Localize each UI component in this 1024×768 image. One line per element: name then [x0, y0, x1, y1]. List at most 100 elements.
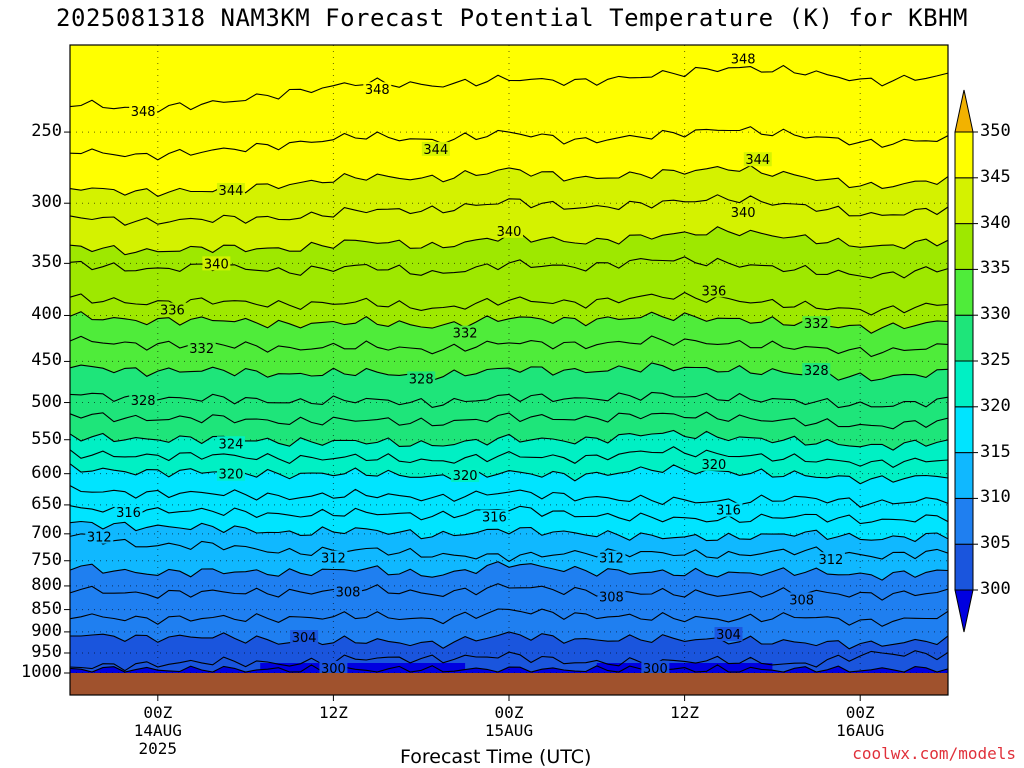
isentrope-334: [69, 311, 949, 334]
isentrope-label: 332: [189, 342, 214, 357]
isentrope-label: 304: [716, 628, 741, 643]
colorbar-swatch-300: [954, 543, 974, 591]
isentrope-label-bg: [597, 550, 626, 565]
colorbar-label: 335: [980, 258, 1011, 279]
y-tick-label: 800: [31, 574, 62, 595]
isentrope-label: 316: [716, 504, 741, 519]
filled-band-300-a: [260, 663, 466, 673]
x-axis-title: Forecast Time (UTC): [400, 746, 592, 768]
ground-strip: [70, 673, 948, 695]
isentrope-label: 324: [219, 437, 244, 452]
x-tick-label: 15AUG: [484, 721, 534, 740]
colorbar-swatch-310: [954, 452, 974, 499]
isentrope-label-bg: [714, 627, 743, 642]
isentrope-label-bg: [743, 152, 772, 167]
isentrope-label-bg: [334, 584, 363, 599]
isentrope-326: [69, 411, 949, 430]
x-tick-label: 2025: [138, 739, 178, 758]
x-tick-label: 14AUG: [133, 721, 182, 740]
isentrope-label: 316: [116, 506, 141, 521]
isentrope-label-bg: [597, 589, 626, 604]
colorbar-swatch-340: [954, 177, 974, 225]
y-tick-label: 600: [31, 462, 62, 483]
colorbar-label: 330: [980, 304, 1011, 325]
isentrope-label: 332: [804, 317, 829, 332]
isentrope-label-bg: [714, 502, 743, 517]
filled-band-300: [70, 664, 948, 673]
isentrope-348: [69, 64, 949, 113]
isentrope-label-bg: [787, 592, 816, 607]
colorbar-label: 305: [980, 533, 1011, 554]
isentrope-label-bg: [363, 82, 392, 97]
isentrope-label: 328: [804, 364, 829, 379]
isentrope-label: 308: [599, 591, 624, 606]
colorbar-swatch-345: [954, 131, 974, 179]
isentrope-label: 332: [453, 327, 478, 342]
isentrope-label-bg: [699, 456, 728, 471]
isentrope-label-bg: [421, 141, 450, 156]
x-tick-label: 00Z: [494, 703, 524, 722]
isentrope-label-bg: [319, 550, 348, 565]
colorbar-label: 300: [980, 579, 1011, 599]
isentrope-label-bg: [802, 316, 831, 331]
isentrope-342: [69, 194, 949, 226]
isentrope-label: 344: [745, 153, 770, 168]
isentrope-label-bg: [129, 393, 158, 408]
isentrope-label: 336: [701, 284, 726, 299]
x-tick-label: 12Z: [318, 703, 348, 722]
y-tick-label: 750: [31, 549, 62, 570]
y-tick-label: 650: [31, 493, 62, 514]
isentrope-label: 312: [321, 552, 346, 567]
isentrope-318: [69, 485, 949, 508]
isentrope-label-bg: [699, 283, 728, 298]
isentrope-label: 340: [204, 257, 229, 272]
isentrope-label-bg: [216, 436, 245, 451]
x-tick-label: 00Z: [845, 703, 875, 722]
colorbar-swatch-325: [954, 314, 974, 362]
isentrope-label: 328: [131, 394, 156, 409]
isentrope-label-bg: [816, 552, 845, 567]
colorbar-label: 345: [980, 166, 1011, 187]
y-tick-label: 450: [31, 350, 62, 371]
isentrope-label-bg: [451, 325, 480, 340]
isentrope-label: 340: [731, 206, 756, 221]
colorbar-label: 310: [980, 487, 1011, 508]
isentrope-label-bg: [319, 660, 348, 675]
isentrope-label-bg: [802, 362, 831, 377]
isentrope-label-bg: [158, 302, 187, 317]
isentrope-320: [69, 463, 949, 485]
y-tick-label: 550: [31, 428, 62, 449]
isentrope-346: [69, 126, 949, 161]
isentrope-label-bg: [641, 660, 670, 675]
colorbar-extend-high: [954, 89, 974, 133]
colorbar-swatch-335: [954, 223, 974, 270]
isentrope-304: [70, 631, 949, 650]
colorbar-swatch-315: [954, 406, 974, 454]
isentrope-328: [69, 391, 949, 409]
source-credit: coolwx.com/models: [852, 744, 1016, 763]
isentrope-label-bg: [729, 205, 758, 220]
y-tick-label: 400: [31, 304, 62, 325]
y-tick-label: 300: [31, 192, 62, 213]
isentrope-label-bg: [202, 256, 231, 271]
isentrope-label-bg: [129, 104, 158, 119]
y-tick-label: 950: [31, 641, 62, 662]
colorbar-label: 325: [980, 350, 1011, 370]
isentrope-label: 344: [219, 184, 244, 199]
isentrope-label-bg: [495, 223, 523, 238]
colorbar-label: 350: [980, 121, 1011, 141]
isentrope-310: [69, 561, 949, 581]
isentrope-302: [69, 650, 949, 672]
isentrope-336: [69, 291, 949, 316]
isentrope-label: 320: [219, 468, 244, 483]
isentrope-label: 320: [701, 458, 726, 473]
colorbar-swatch-305: [954, 497, 974, 545]
isentrope-label-bg: [216, 182, 245, 197]
colorbar-label: 340: [980, 212, 1011, 233]
isentrope-label: 312: [87, 531, 112, 546]
y-tick-label: 850: [31, 598, 62, 619]
isentrope-316: [69, 505, 949, 525]
isentrope-label-bg: [480, 509, 509, 524]
isentrope-label-bg: [85, 529, 114, 544]
isentrope-314: [69, 520, 949, 543]
